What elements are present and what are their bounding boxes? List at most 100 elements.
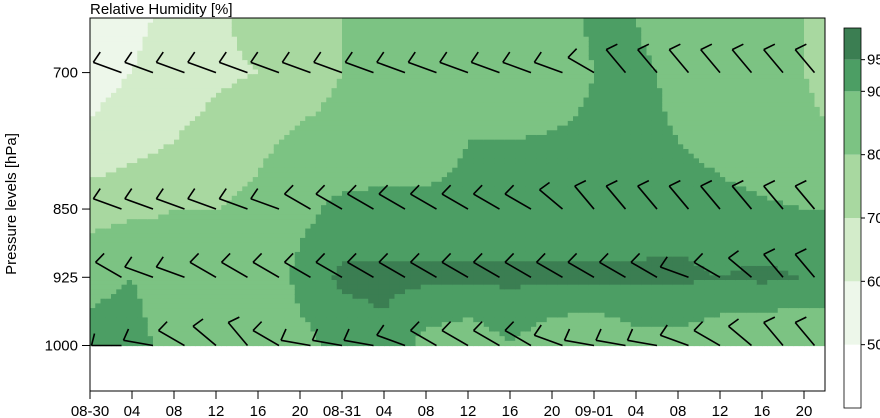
humidity-cell bbox=[462, 27, 469, 33]
humidity-cell bbox=[289, 167, 296, 173]
humidity-cell bbox=[231, 60, 238, 66]
humidity-cell bbox=[216, 177, 222, 183]
humidity-cell bbox=[273, 195, 280, 202]
humidity-cell bbox=[242, 256, 249, 262]
humidity-cell bbox=[258, 111, 264, 117]
humidity-cell bbox=[126, 125, 133, 131]
humidity-cell bbox=[300, 298, 306, 304]
humidity-cell bbox=[378, 247, 385, 253]
humidity-cell bbox=[410, 289, 417, 295]
humidity-cell bbox=[294, 289, 301, 295]
humidity-cell bbox=[405, 120, 411, 127]
humidity-cell bbox=[205, 134, 212, 141]
humidity-cell bbox=[95, 289, 102, 295]
humidity-cell bbox=[326, 251, 333, 258]
humidity-cell bbox=[336, 83, 343, 89]
humidity-cell bbox=[116, 336, 123, 342]
humidity-cell bbox=[399, 265, 406, 272]
humidity-cell bbox=[168, 27, 175, 33]
humidity-cell bbox=[216, 69, 222, 75]
humidity-cell bbox=[352, 111, 359, 117]
humidity-cell bbox=[163, 326, 170, 333]
humidity-cell bbox=[347, 172, 354, 178]
humidity-cell bbox=[132, 55, 138, 61]
humidity-cell bbox=[111, 200, 117, 206]
humidity-cell bbox=[426, 284, 432, 290]
humidity-cell bbox=[441, 50, 448, 57]
humidity-cell bbox=[247, 120, 254, 127]
humidity-cell bbox=[174, 209, 180, 216]
humidity-cell bbox=[284, 237, 291, 244]
humidity-cell bbox=[163, 163, 170, 169]
humidity-cell bbox=[95, 50, 102, 57]
humidity-cell bbox=[357, 88, 364, 94]
humidity-cell bbox=[90, 92, 96, 99]
humidity-cell bbox=[111, 111, 117, 117]
humidity-cell bbox=[389, 256, 396, 262]
humidity-cell bbox=[441, 120, 448, 127]
humidity-cell bbox=[153, 111, 159, 117]
humidity-cell bbox=[415, 331, 422, 337]
humidity-cell bbox=[357, 298, 364, 304]
humidity-cell bbox=[352, 326, 359, 333]
humidity-cell bbox=[121, 233, 128, 239]
humidity-cell bbox=[452, 153, 459, 159]
humidity-cell bbox=[447, 18, 453, 24]
humidity-cell bbox=[105, 233, 112, 239]
humidity-cell bbox=[394, 139, 401, 145]
humidity-cell bbox=[357, 247, 364, 253]
humidity-cell bbox=[368, 181, 375, 188]
humidity-cell bbox=[331, 191, 338, 197]
humidity-cell bbox=[457, 130, 464, 136]
humidity-cell bbox=[205, 261, 212, 267]
humidity-cell bbox=[221, 233, 228, 239]
humidity-cell bbox=[342, 64, 348, 71]
humidity-cell bbox=[368, 27, 375, 33]
humidity-cell bbox=[237, 139, 243, 145]
humidity-cell bbox=[452, 265, 459, 272]
humidity-cell bbox=[289, 88, 296, 94]
humidity-cell bbox=[174, 167, 180, 173]
humidity-cell bbox=[315, 340, 322, 347]
humidity-cell bbox=[315, 303, 322, 309]
humidity-cell bbox=[294, 200, 301, 206]
humidity-cell bbox=[179, 191, 186, 197]
humidity-cell bbox=[420, 289, 427, 295]
humidity-cell bbox=[142, 158, 149, 164]
humidity-cell bbox=[137, 50, 144, 57]
humidity-cell bbox=[189, 219, 196, 225]
humidity-cell bbox=[347, 340, 354, 347]
humidity-cell bbox=[289, 149, 296, 155]
humidity-cell bbox=[216, 261, 222, 267]
humidity-cell bbox=[410, 340, 417, 347]
humidity-cell bbox=[310, 280, 317, 286]
humidity-cell bbox=[195, 153, 201, 159]
humidity-cell bbox=[247, 92, 254, 99]
humidity-cell bbox=[410, 303, 417, 309]
humidity-cell bbox=[247, 74, 254, 80]
humidity-cell bbox=[205, 256, 212, 262]
humidity-cell bbox=[300, 60, 306, 66]
humidity-cell bbox=[436, 172, 443, 178]
humidity-cell bbox=[357, 27, 364, 33]
humidity-cell bbox=[431, 74, 438, 80]
humidity-cell bbox=[363, 92, 369, 99]
humidity-cell bbox=[226, 139, 233, 145]
humidity-cell bbox=[237, 336, 243, 342]
humidity-cell bbox=[116, 261, 123, 267]
humidity-cell bbox=[420, 172, 427, 178]
humidity-cell bbox=[105, 214, 112, 220]
humidity-cell bbox=[111, 247, 117, 253]
humidity-cell bbox=[221, 18, 228, 24]
humidity-cell bbox=[368, 275, 375, 281]
humidity-cell bbox=[420, 36, 427, 42]
humidity-cell bbox=[305, 60, 312, 66]
humidity-cell bbox=[357, 223, 364, 230]
humidity-cell bbox=[273, 74, 280, 80]
humidity-cell bbox=[189, 32, 196, 38]
humidity-cell bbox=[179, 195, 186, 202]
humidity-cell bbox=[116, 130, 123, 136]
humidity-cell bbox=[378, 120, 385, 127]
humidity-cell bbox=[315, 18, 322, 24]
humidity-cell bbox=[279, 125, 285, 131]
